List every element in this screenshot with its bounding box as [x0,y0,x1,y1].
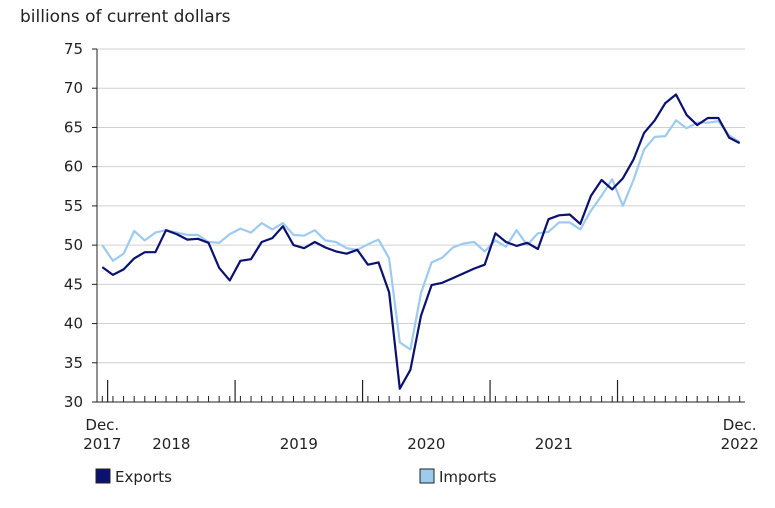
y-tick-label: 35 [64,354,83,372]
y-tick-label: 55 [64,197,83,215]
x-tick-label-year: 2017 [83,435,121,453]
legend-label-imports: Imports [439,468,497,486]
y-tick-label: 75 [64,40,83,58]
series-line-exports [101,93,741,390]
y-tick-label: 60 [64,158,83,176]
x-tick-label-month: Dec. [85,416,119,434]
x-tick-label-year: 2022 [721,435,759,453]
legend-swatch-imports [419,468,435,484]
gridlines [97,48,745,364]
x-tick-label-year: 2019 [280,435,318,453]
y-tick-label: 45 [64,275,83,293]
y-axis-ticks: 30 35 40 45 50 55 60 65 70 75 [64,40,97,411]
y-tick-label: 50 [64,236,83,254]
y-tick-label: 40 [64,315,83,333]
y-tick-label: 65 [64,118,83,136]
x-tick-label-year: 2020 [407,435,445,453]
legend: Exports Imports [95,468,497,486]
y-axis-unit-label: billions of current dollars [20,7,231,27]
x-tick-label-year: 2021 [535,435,573,453]
y-tick-label: 30 [64,393,83,411]
y-tick-label: 70 [64,79,83,97]
legend-label-exports: Exports [115,468,172,486]
series-lines [101,93,741,390]
legend-swatch-exports [95,468,111,484]
x-tick-label-year: 2018 [152,435,190,453]
x-tick-label-month: Dec. [723,416,757,434]
